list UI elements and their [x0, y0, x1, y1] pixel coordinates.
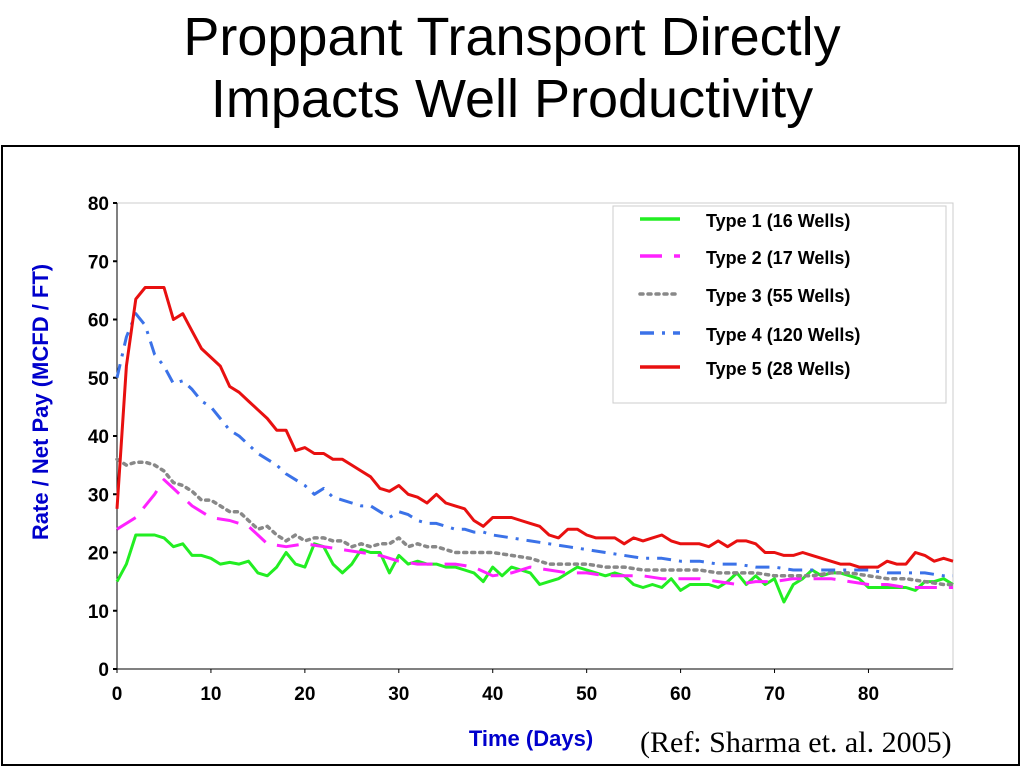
- y-tick-label: 20: [88, 544, 109, 565]
- series-line-type-3: [115, 457, 955, 587]
- y-tick-label: 10: [88, 602, 109, 623]
- series-line-type-2: [116, 478, 953, 589]
- x-tick-label: 60: [670, 684, 691, 705]
- legend-box: [612, 205, 947, 404]
- slide-title-line-1: Proppant Transport Directly: [183, 7, 841, 67]
- y-tick-label: 0: [98, 660, 109, 681]
- series-line-type-5: [115, 286, 954, 569]
- series-line-type-4: [115, 312, 953, 578]
- legend-label-type-2: Type 2 (17 Wells): [706, 248, 850, 268]
- x-axis-label: Time (Days): [469, 726, 593, 751]
- y-axis-ticks: 0 10 20 30 40 50 60 70 80: [88, 194, 117, 681]
- legend-label-type-1: Type 1 (16 Wells): [706, 211, 850, 231]
- y-axis-label: Rate / Net Pay (MCFD / FT): [28, 264, 53, 540]
- x-tick-label: 50: [576, 684, 597, 705]
- y-tick-label: 30: [88, 485, 109, 506]
- legend-label-type-5: Type 5 (28 Wells): [706, 359, 850, 379]
- y-tick-label: 80: [88, 194, 109, 215]
- y-tick-label: 40: [88, 427, 109, 448]
- y-tick-label: 70: [88, 252, 109, 273]
- x-tick-label: 10: [200, 684, 221, 705]
- y-tick-label: 50: [88, 369, 109, 390]
- x-tick-label: 40: [482, 684, 503, 705]
- series-line-type-1: [115, 533, 954, 604]
- chart-frame: [1, 145, 1020, 766]
- legend: Type 1 (16 Wells) Type 2 (17 Wells) Type 3…: [638, 211, 860, 379]
- x-tick-label: 20: [294, 684, 315, 705]
- x-tick-label: 70: [764, 684, 785, 705]
- x-axis-ticks: 0 10 20 30 40 50 60 70 80: [112, 669, 879, 705]
- slide-title-line-2: Impacts Well Productivity: [210, 69, 814, 129]
- reference-citation: (Ref: Sharma et. al. 2005): [640, 726, 952, 759]
- legend-label-type-3: Type 3 (55 Wells): [706, 286, 850, 306]
- x-tick-label: 30: [388, 684, 409, 705]
- series-layer: [115, 286, 955, 604]
- x-tick-label: 0: [112, 684, 123, 705]
- y-tick-label: 60: [88, 311, 109, 332]
- x-tick-label: 80: [858, 684, 879, 705]
- legend-label-type-4: Type 4 (120 Wells): [706, 325, 860, 345]
- slide-title: Proppant Transport Directly Impacts Well…: [0, 6, 1024, 130]
